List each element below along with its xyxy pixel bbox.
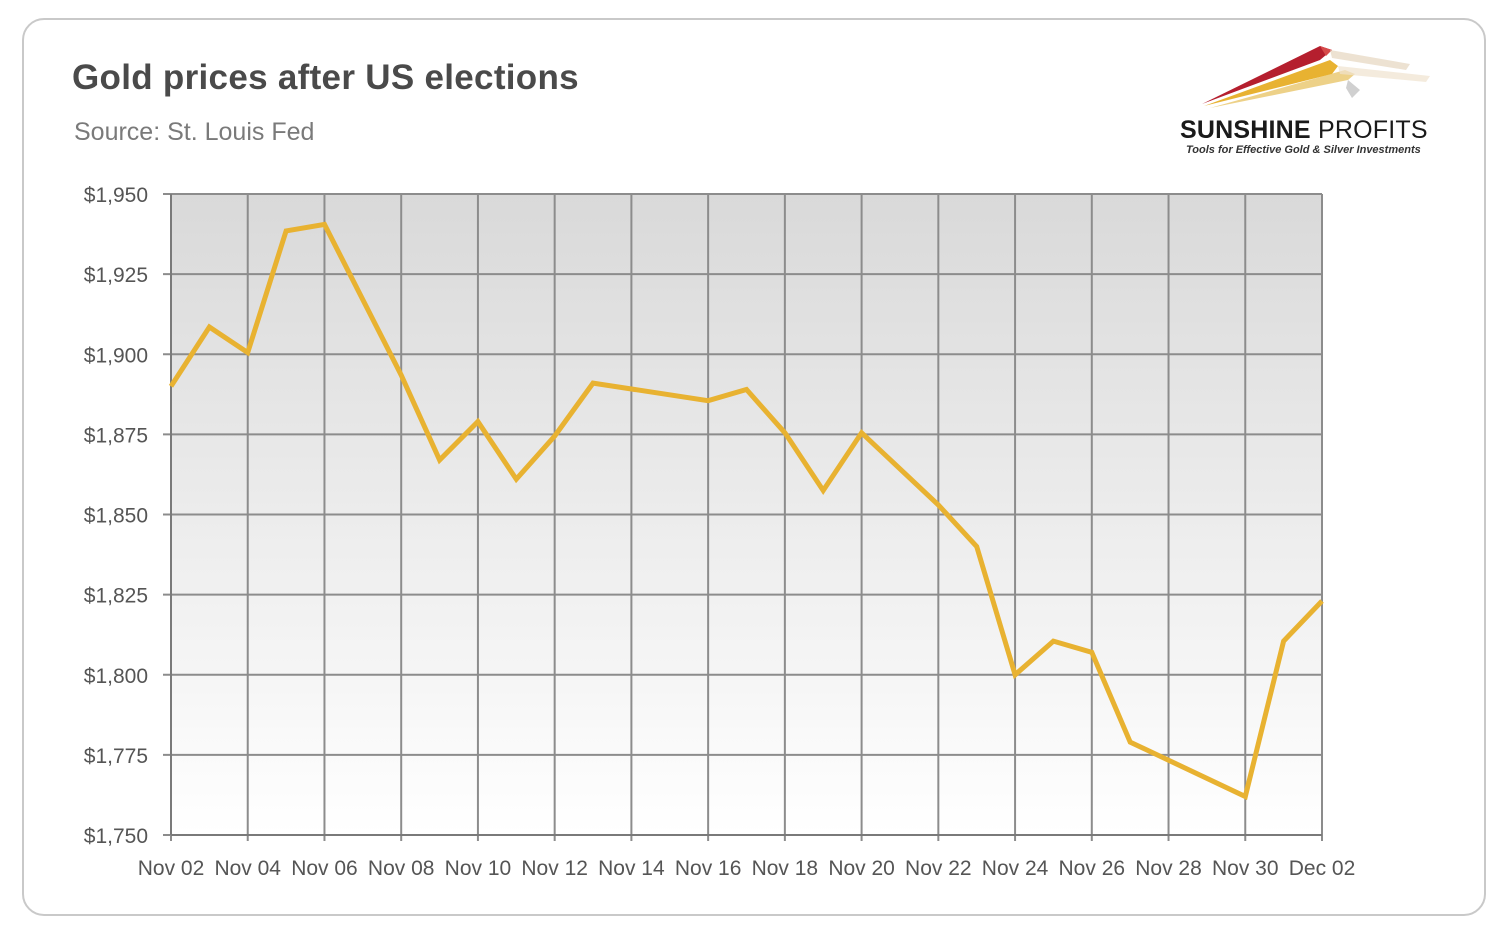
chart-title: Gold prices after US elections (72, 58, 579, 97)
y-tick-label: $1,850 (84, 505, 148, 528)
x-tick-label: Dec 02 (1289, 857, 1356, 880)
y-tick-label: $1,875 (84, 424, 148, 447)
y-axis-labels: $1,750 $1,775 $1,800 $1,825 $1,850 $1,875 $1,9… (84, 184, 148, 848)
y-tick-label: $1,775 (84, 745, 148, 768)
logo-tagline: Tools for Effective Gold & Silver Invest… (1186, 144, 1421, 156)
logo-name: SUNSHINE PROFITS (1180, 116, 1428, 144)
x-tick-label: Nov 10 (445, 857, 512, 880)
x-tick-label: Nov 30 (1212, 857, 1279, 880)
x-tick-label: Nov 04 (214, 857, 281, 880)
x-tick-label: Nov 08 (368, 857, 435, 880)
series-line (168, 221, 1324, 801)
x-tick-label: Nov 28 (1135, 857, 1202, 880)
y-tick-label: $1,950 (84, 184, 148, 207)
x-tick-label: Nov 20 (828, 857, 895, 880)
sunshine-profits-logo: SUNSHINE PROFITS Tools for Effective Gol… (1170, 40, 1470, 165)
series-gold-price (168, 221, 1324, 801)
y-tick-label: $1,900 (84, 344, 148, 367)
y-tick-label: $1,750 (84, 825, 148, 848)
x-tick-label: Nov 24 (982, 857, 1049, 880)
x-tick-label: Nov 12 (521, 857, 588, 880)
y-tick-label: $1,800 (84, 665, 148, 688)
x-tick-label: Nov 22 (905, 857, 972, 880)
x-tick-label: Nov 16 (675, 857, 742, 880)
x-tick-label: Nov 26 (1059, 857, 1126, 880)
x-tick-label: Nov 18 (752, 857, 819, 880)
x-tick-label: Nov 06 (291, 857, 358, 880)
chart-subtitle: Source: St. Louis Fed (74, 118, 315, 146)
y-tick-label: $1,925 (84, 264, 148, 287)
y-tick-label: $1,825 (84, 585, 148, 608)
axes (170, 194, 1322, 836)
x-axis-labels: Nov 02 Nov 04 Nov 06 Nov 08 Nov 10 Nov 12 Nov … (138, 857, 1356, 880)
x-tick-label: Nov 02 (138, 857, 205, 880)
logo-rays-icon (1202, 46, 1430, 108)
x-tick-label: Nov 14 (598, 857, 665, 880)
